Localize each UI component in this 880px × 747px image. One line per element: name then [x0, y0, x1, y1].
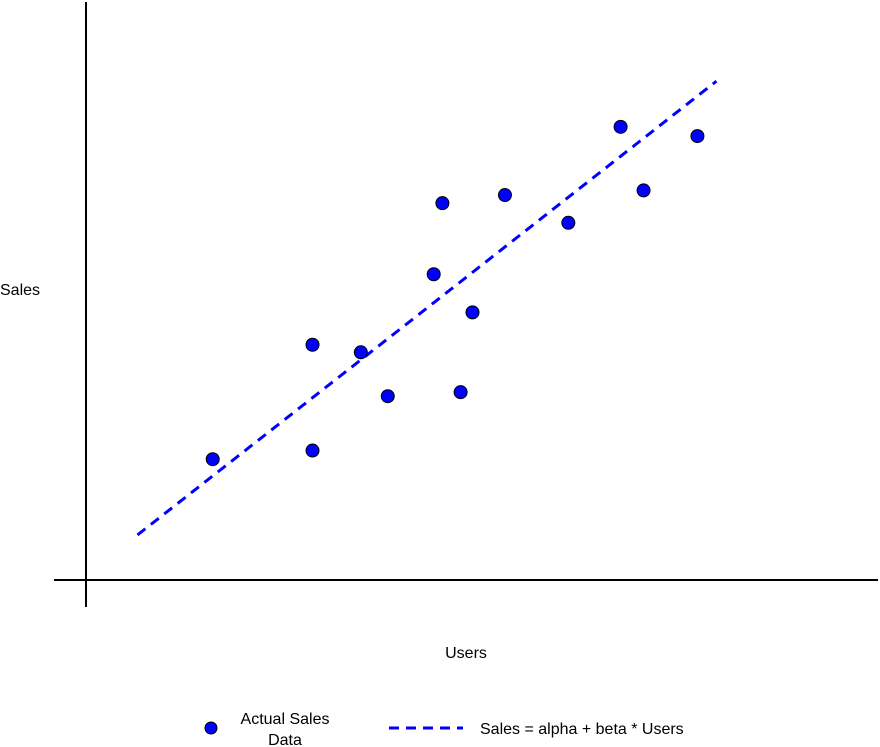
- data-point: [497, 188, 512, 203]
- x-axis-label: Users: [445, 645, 487, 662]
- data-point: [353, 345, 368, 360]
- trend-line-group: [136, 80, 718, 537]
- trend-line: [136, 80, 718, 537]
- legend-item-scatter: Actual Sales Data: [204, 711, 330, 747]
- legend: Actual Sales Data Sales = alpha + beta *…: [204, 711, 684, 747]
- data-point: [426, 267, 441, 282]
- data-point: [453, 385, 468, 400]
- y-axis-label: Sales: [0, 282, 40, 299]
- data-point: [435, 196, 450, 211]
- legend-scatter-label-line-1: Actual Sales: [241, 711, 330, 728]
- data-point: [690, 129, 705, 144]
- scatter-points-group: [205, 119, 705, 467]
- legend-scatter-marker: [204, 721, 218, 735]
- data-point: [380, 389, 395, 404]
- data-point: [636, 183, 651, 198]
- data-point: [205, 452, 220, 467]
- data-point: [465, 305, 480, 320]
- data-point: [305, 443, 320, 458]
- legend-item-line: Sales = alpha + beta * Users: [389, 721, 684, 738]
- legend-line-label: Sales = alpha + beta * Users: [480, 721, 684, 738]
- legend-scatter-label-line-2: Data: [268, 732, 302, 747]
- data-point: [305, 337, 320, 352]
- data-point: [561, 215, 576, 230]
- data-point: [613, 119, 628, 134]
